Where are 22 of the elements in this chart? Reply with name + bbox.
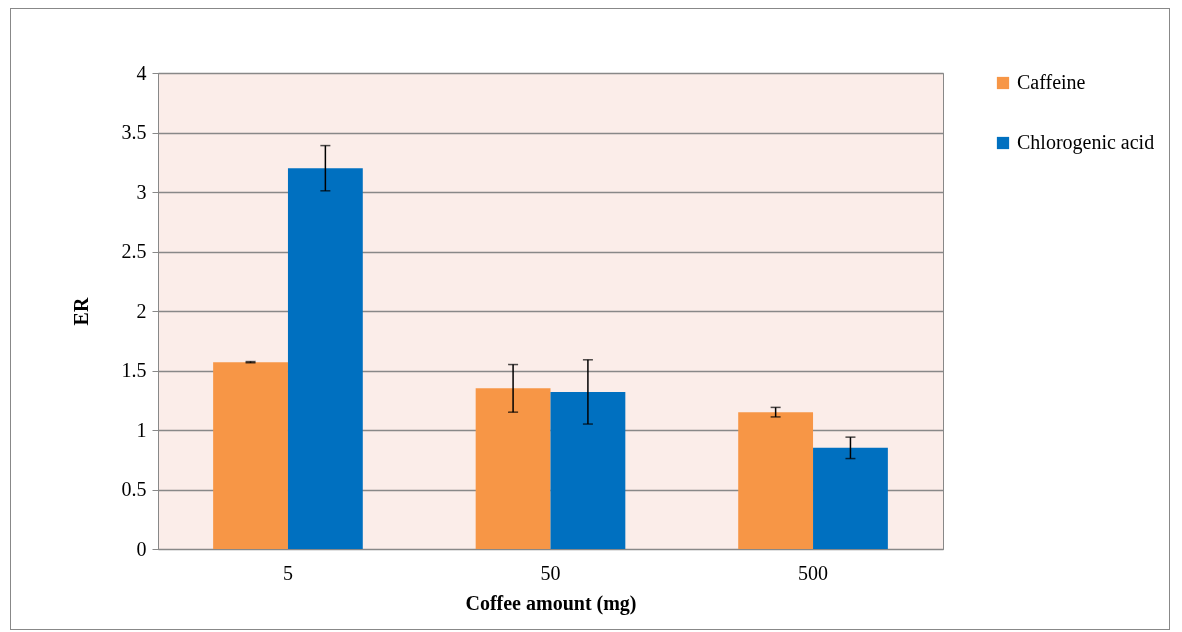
bar — [550, 391, 626, 549]
bar — [738, 412, 814, 549]
y-tick-label: 4 — [136, 61, 147, 84]
y-tick-label: 3 — [136, 180, 147, 203]
x-axis-title: Coffee amount (mg) — [465, 591, 637, 615]
bar — [813, 447, 888, 549]
y-tick-label: 2.5 — [121, 240, 147, 262]
y-tick-label: 3.5 — [121, 121, 147, 143]
y-tick-label: 1.5 — [121, 359, 147, 381]
x-tick-label: 5 — [282, 561, 293, 584]
legend-label: Chlorogenic acid — [1017, 131, 1155, 154]
bar — [213, 362, 288, 549]
x-tick-label: 500 — [798, 561, 829, 584]
bar — [475, 388, 551, 549]
y-tick-label: 1 — [136, 418, 147, 441]
y-tick-label: 0 — [136, 537, 147, 560]
x-tick-label: 50 — [540, 561, 561, 584]
y-tick-label: 0.5 — [121, 478, 147, 500]
y-axis-title: ER — [69, 297, 92, 326]
bar — [287, 168, 363, 549]
legend-label: Caffeine — [1017, 71, 1086, 93]
y-tick-label: 2 — [136, 299, 147, 322]
